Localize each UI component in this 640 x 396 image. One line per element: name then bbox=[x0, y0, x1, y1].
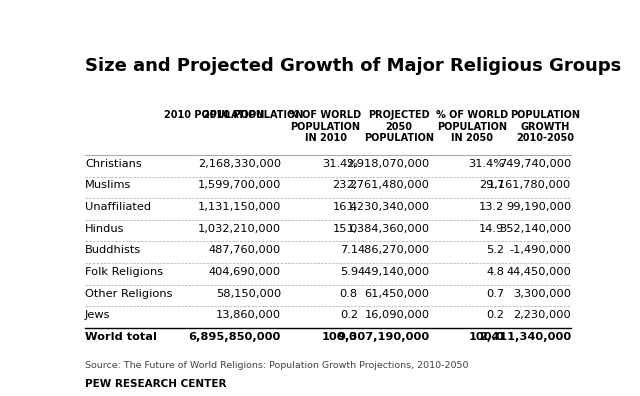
Text: 13.2: 13.2 bbox=[479, 202, 504, 212]
Text: 487,760,000: 487,760,000 bbox=[209, 246, 281, 255]
Text: PEW RESEARCH CENTER: PEW RESEARCH CENTER bbox=[85, 379, 227, 389]
Text: 31.4%: 31.4% bbox=[468, 159, 504, 169]
Text: 2,761,480,000: 2,761,480,000 bbox=[347, 181, 429, 190]
Text: 2,411,340,000: 2,411,340,000 bbox=[479, 332, 571, 342]
Text: 13,860,000: 13,860,000 bbox=[216, 310, 281, 320]
Text: 0.7: 0.7 bbox=[486, 289, 504, 299]
Text: PROJECTED
2050
POPULATION: PROJECTED 2050 POPULATION bbox=[364, 110, 434, 143]
Text: 486,270,000: 486,270,000 bbox=[358, 246, 429, 255]
Text: 7.1: 7.1 bbox=[340, 246, 358, 255]
Text: 1,161,780,000: 1,161,780,000 bbox=[488, 181, 571, 190]
Text: 1,032,210,000: 1,032,210,000 bbox=[198, 224, 281, 234]
Text: 58,150,000: 58,150,000 bbox=[216, 289, 281, 299]
Text: 449,140,000: 449,140,000 bbox=[358, 267, 429, 277]
Text: 5.2: 5.2 bbox=[486, 246, 504, 255]
Text: Jews: Jews bbox=[85, 310, 111, 320]
Text: 1,384,360,000: 1,384,360,000 bbox=[346, 224, 429, 234]
Text: Source: The Future of World Religions: Population Growth Projections, 2010-2050: Source: The Future of World Religions: P… bbox=[85, 361, 468, 370]
Text: 15.0: 15.0 bbox=[332, 224, 358, 234]
Text: 749,740,000: 749,740,000 bbox=[499, 159, 571, 169]
Text: 23.2: 23.2 bbox=[333, 181, 358, 190]
Text: 2,230,000: 2,230,000 bbox=[513, 310, 571, 320]
Text: 6,895,850,000: 6,895,850,000 bbox=[189, 332, 281, 342]
Text: World total: World total bbox=[85, 332, 157, 342]
Text: 0.8: 0.8 bbox=[340, 289, 358, 299]
Text: -1,490,000: -1,490,000 bbox=[509, 246, 571, 255]
Text: 61,450,000: 61,450,000 bbox=[365, 289, 429, 299]
Text: 3,300,000: 3,300,000 bbox=[513, 289, 571, 299]
Text: 16.4: 16.4 bbox=[333, 202, 358, 212]
Text: 99,190,000: 99,190,000 bbox=[506, 202, 571, 212]
Text: 1,599,700,000: 1,599,700,000 bbox=[198, 181, 281, 190]
Text: 4.8: 4.8 bbox=[486, 267, 504, 277]
Text: 0.2: 0.2 bbox=[340, 310, 358, 320]
Text: Folk Religions: Folk Religions bbox=[85, 267, 163, 277]
Text: Hindus: Hindus bbox=[85, 224, 124, 234]
Text: 14.9: 14.9 bbox=[479, 224, 504, 234]
Text: 2010 POPULATION: 2010 POPULATION bbox=[204, 110, 304, 120]
Text: 29.7: 29.7 bbox=[479, 181, 504, 190]
Text: 404,690,000: 404,690,000 bbox=[209, 267, 281, 277]
Text: 5.9: 5.9 bbox=[340, 267, 358, 277]
Text: Christians: Christians bbox=[85, 159, 141, 169]
Text: 352,140,000: 352,140,000 bbox=[499, 224, 571, 234]
Text: 2010 POPULATION: 2010 POPULATION bbox=[164, 110, 264, 120]
Text: Other Religions: Other Religions bbox=[85, 289, 172, 299]
Text: 100.0: 100.0 bbox=[322, 332, 358, 342]
Text: % OF WORLD
POPULATION
IN 2050: % OF WORLD POPULATION IN 2050 bbox=[436, 110, 508, 143]
Text: Unaffiliated: Unaffiliated bbox=[85, 202, 151, 212]
Text: Muslims: Muslims bbox=[85, 181, 131, 190]
Text: 1,131,150,000: 1,131,150,000 bbox=[198, 202, 281, 212]
Text: 2,918,070,000: 2,918,070,000 bbox=[346, 159, 429, 169]
Text: % OF WORLD
POPULATION
IN 2010: % OF WORLD POPULATION IN 2010 bbox=[289, 110, 362, 143]
Text: Buddhists: Buddhists bbox=[85, 246, 141, 255]
Text: 1,230,340,000: 1,230,340,000 bbox=[346, 202, 429, 212]
Text: 9,307,190,000: 9,307,190,000 bbox=[337, 332, 429, 342]
Text: 100.0: 100.0 bbox=[468, 332, 504, 342]
Text: 31.4%: 31.4% bbox=[322, 159, 358, 169]
Text: POPULATION
GROWTH
2010-2050: POPULATION GROWTH 2010-2050 bbox=[510, 110, 580, 143]
Text: 44,450,000: 44,450,000 bbox=[506, 267, 571, 277]
Text: Size and Projected Growth of Major Religious Groups: Size and Projected Growth of Major Relig… bbox=[85, 57, 621, 75]
Text: 16,090,000: 16,090,000 bbox=[365, 310, 429, 320]
Text: 2,168,330,000: 2,168,330,000 bbox=[198, 159, 281, 169]
Text: 0.2: 0.2 bbox=[486, 310, 504, 320]
